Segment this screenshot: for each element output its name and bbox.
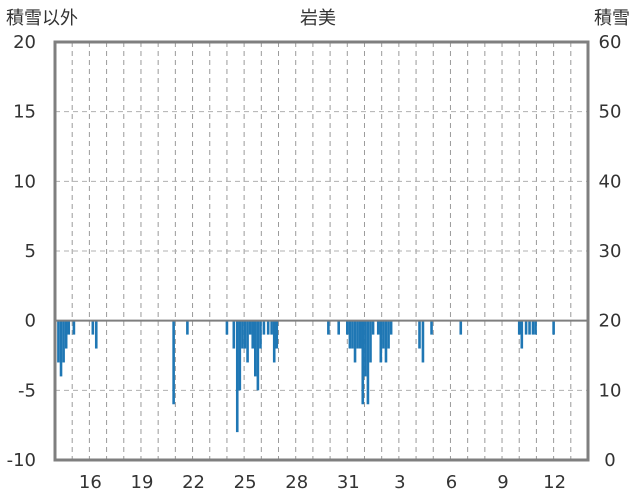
bar	[369, 320, 372, 363]
bar	[387, 320, 390, 349]
bar	[256, 320, 260, 391]
y-ticks-right: 60 50 40 30 20 10 0	[599, 32, 622, 471]
y-axis-left-label: 積雪以外	[6, 8, 78, 29]
bar	[275, 320, 279, 349]
plot-frame	[53, 40, 590, 462]
bar	[351, 320, 354, 349]
bar	[64, 320, 68, 349]
bar	[246, 320, 249, 363]
x-tick-label: 12	[543, 472, 566, 493]
y-tick-label-left: -10	[7, 450, 36, 471]
bar	[531, 320, 535, 335]
chart-title: 岩美	[300, 8, 336, 29]
bar	[384, 320, 388, 363]
bar	[262, 320, 266, 335]
x-tick-label: 28	[285, 472, 308, 493]
y-axis-right-label: 積雪	[594, 8, 630, 29]
bar	[225, 320, 229, 335]
bar	[552, 320, 555, 335]
bar	[232, 320, 236, 349]
y-tick-label-right: 20	[599, 311, 622, 332]
bar	[353, 320, 357, 363]
y-ticks-left: 20 15 10 5 0 -5 -10	[7, 32, 36, 471]
bar	[379, 320, 383, 363]
bar	[430, 320, 433, 335]
bar	[186, 320, 189, 335]
x-tick-label: 25	[234, 472, 257, 493]
bar	[259, 320, 262, 349]
bars	[57, 320, 555, 433]
bar	[358, 320, 362, 349]
y-tick-label-right: 30	[599, 241, 622, 262]
bar	[376, 320, 380, 335]
bar	[94, 320, 98, 349]
bar	[528, 320, 531, 335]
bar	[67, 320, 71, 335]
bar	[59, 320, 63, 377]
bar	[172, 320, 175, 405]
y-tick-label-right: 60	[599, 32, 622, 53]
bar	[327, 320, 330, 335]
y-tick-label-left: -5	[18, 380, 36, 401]
bar	[366, 320, 370, 405]
x-tick-label: 22	[182, 472, 205, 493]
bar	[270, 320, 273, 335]
bar	[421, 320, 425, 363]
bar	[62, 320, 65, 363]
bar	[266, 320, 270, 335]
y-tick-label-right: 40	[599, 171, 622, 192]
bar	[254, 320, 257, 377]
bar	[534, 320, 537, 335]
bar	[238, 320, 242, 391]
bar	[361, 320, 365, 405]
y-tick-label-right: 50	[599, 102, 622, 123]
bar	[524, 320, 528, 335]
bar	[272, 320, 276, 363]
x-tick-label: 31	[337, 472, 360, 493]
bar	[520, 320, 524, 349]
y-tick-label-left: 10	[13, 171, 36, 192]
bar	[241, 320, 244, 349]
y-tick-label-left: 5	[25, 241, 36, 262]
bar	[337, 320, 340, 335]
bar	[248, 320, 252, 335]
x-tick-label: 19	[131, 472, 154, 493]
bar	[243, 320, 247, 349]
bar	[389, 320, 393, 335]
bar	[364, 320, 367, 377]
y-tick-label-right: 10	[599, 380, 622, 401]
bar	[235, 320, 239, 433]
bar	[345, 320, 349, 335]
x-tick-label: 6	[446, 472, 457, 493]
x-tick-label: 3	[394, 472, 405, 493]
x-tick-label: 16	[79, 472, 102, 493]
x-tick-label: 9	[497, 472, 508, 493]
bar	[382, 320, 385, 349]
bar	[251, 320, 255, 349]
bar	[517, 320, 521, 335]
bar	[356, 320, 359, 349]
y-tick-label-left: 20	[13, 32, 36, 53]
bar	[348, 320, 352, 349]
bar	[418, 320, 421, 349]
y-tick-label-left: 0	[25, 311, 36, 332]
bar	[57, 320, 60, 363]
y-tick-label-left: 15	[13, 102, 36, 123]
bar	[459, 320, 463, 335]
x-ticks: 16 19 22 25 28 31 3 6 9 12	[79, 472, 566, 493]
bar	[91, 320, 95, 335]
y-tick-label-right: 0	[604, 450, 615, 471]
bar	[72, 320, 76, 335]
bar	[371, 320, 375, 335]
